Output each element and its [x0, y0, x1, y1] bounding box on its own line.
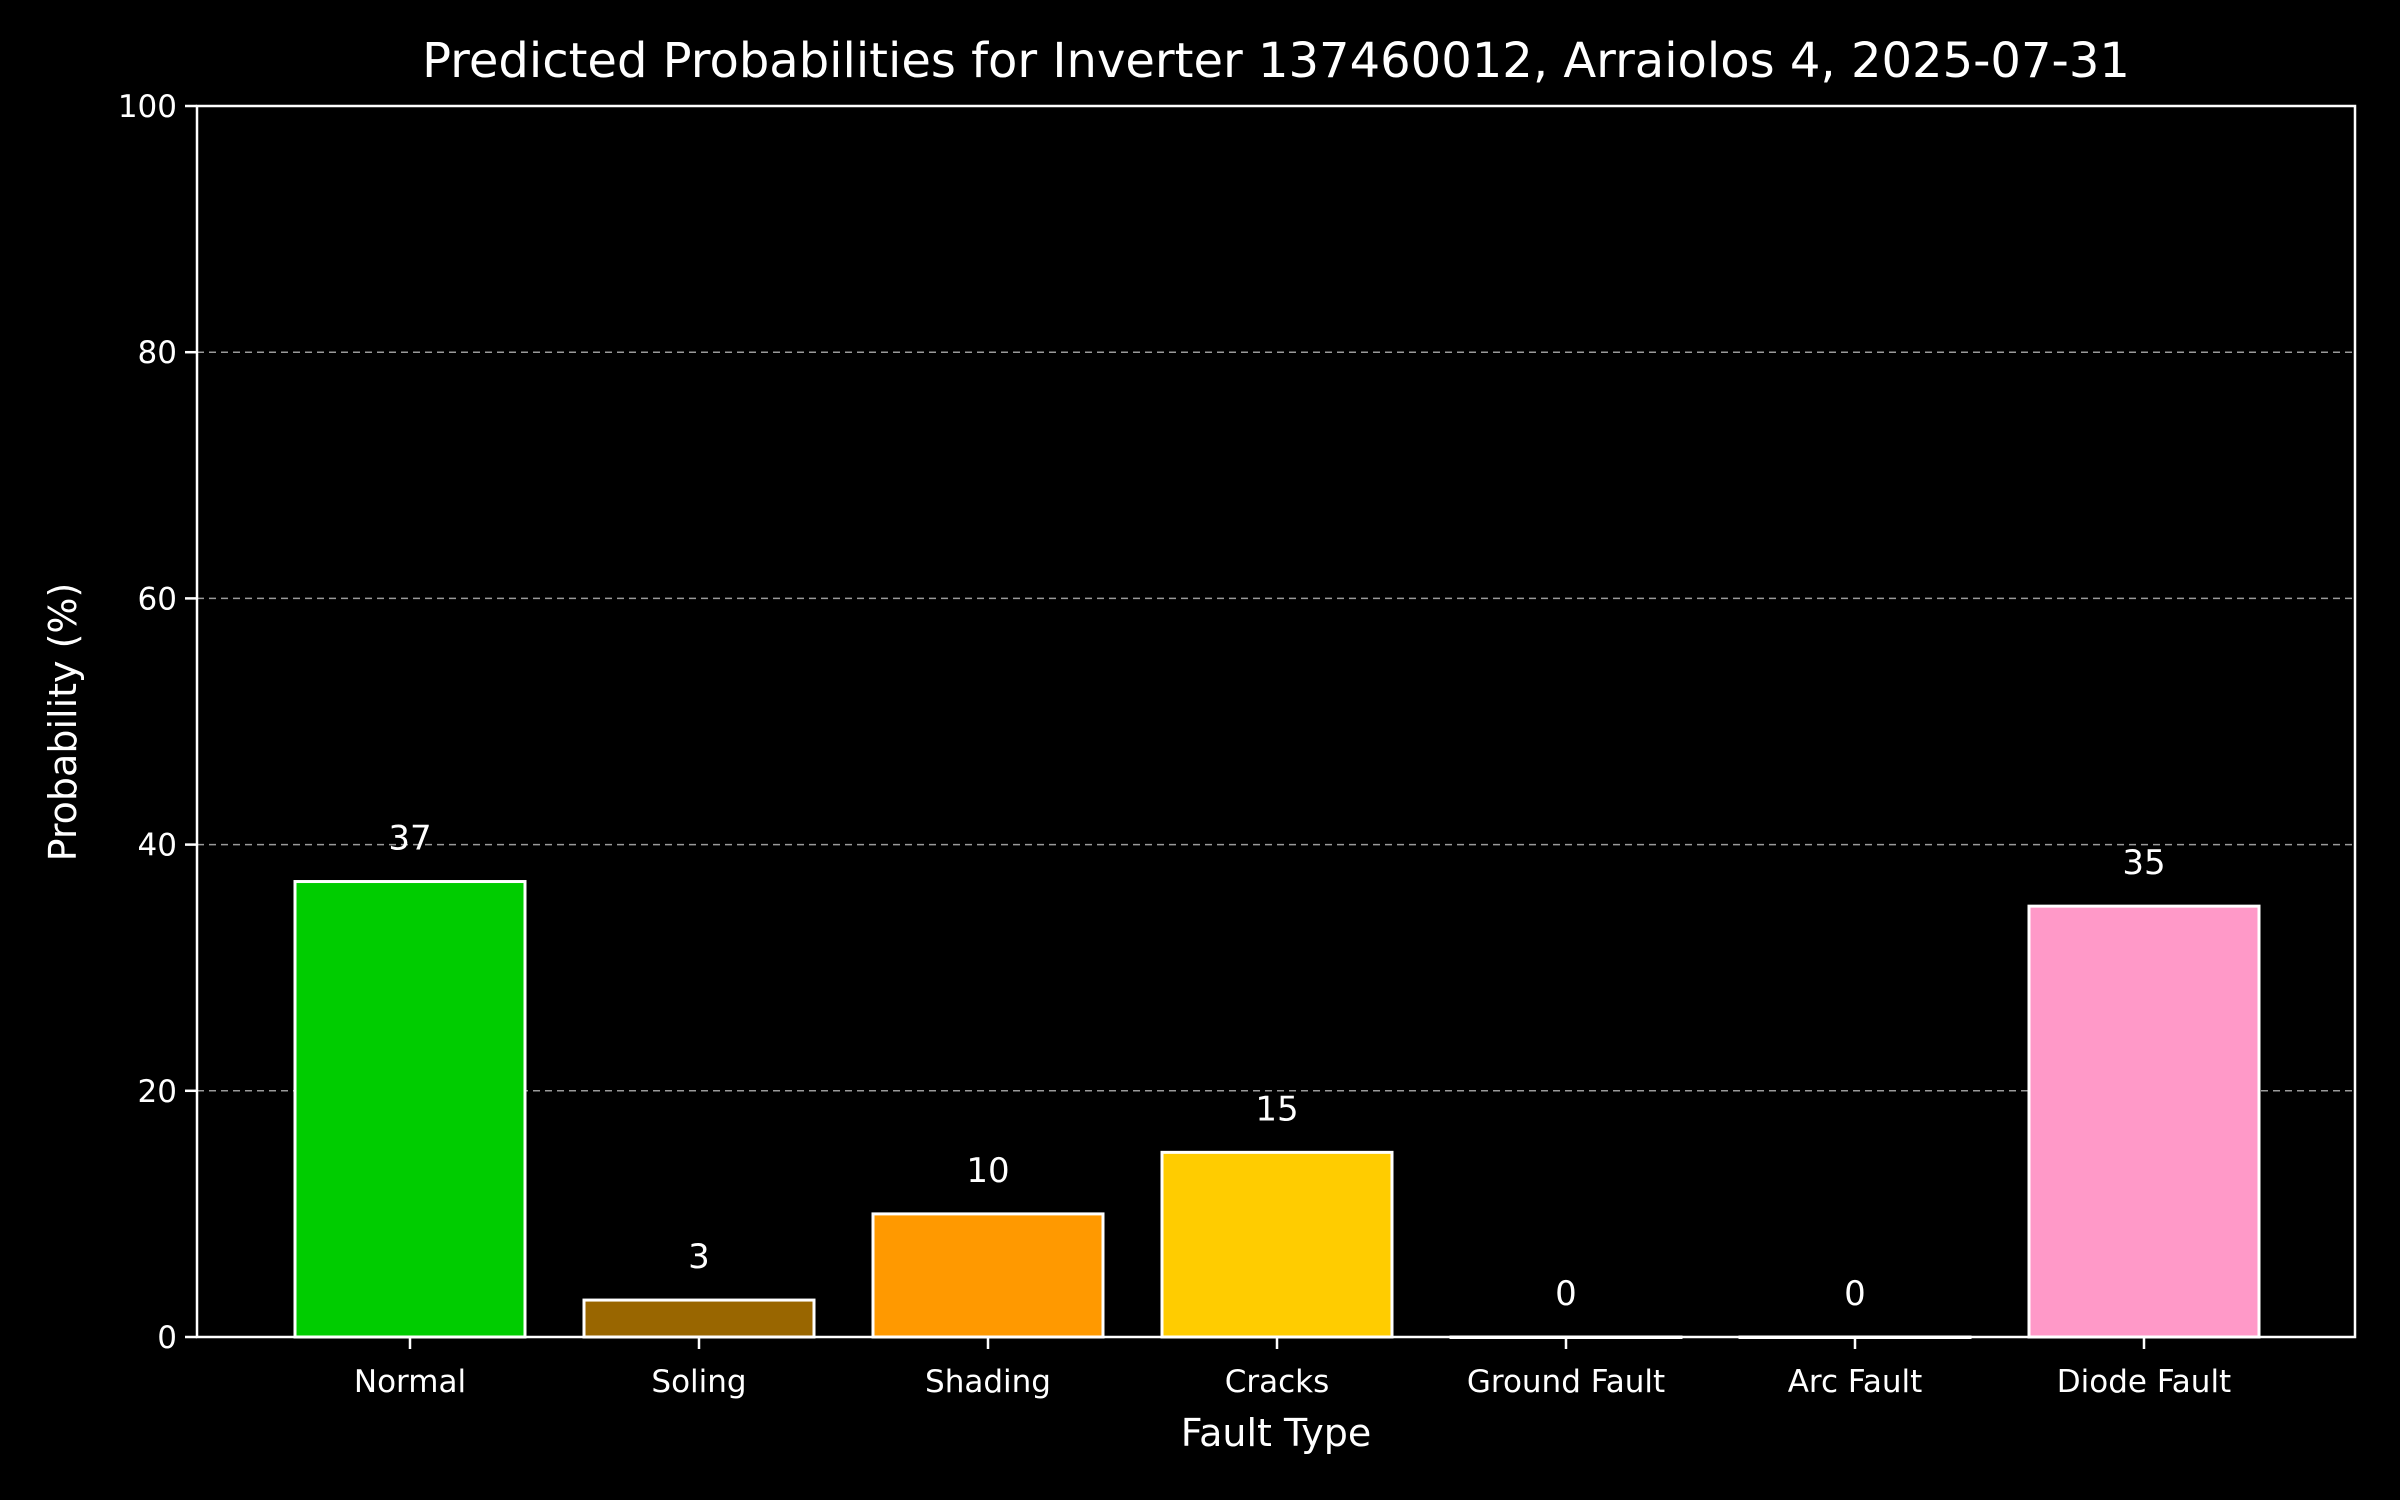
x-tick-label: Soling	[651, 1364, 746, 1400]
y-tick-label: 40	[138, 828, 177, 864]
data-label: 15	[1255, 1089, 1298, 1129]
data-label: 3	[688, 1237, 710, 1277]
data-label: 0	[1844, 1274, 1866, 1314]
y-tick-label: 80	[138, 335, 177, 371]
data-label: 37	[388, 819, 431, 859]
bars	[293, 880, 2261, 1339]
bar-normal	[293, 880, 527, 1339]
bar-diode-fault	[2027, 904, 2261, 1339]
y-tick-label: 100	[118, 89, 177, 125]
data-labels: 37 3 10 15 0 0 35	[388, 819, 2165, 1314]
data-label: 10	[966, 1151, 1009, 1191]
x-axis-label: Fault Type	[1181, 1411, 1372, 1455]
x-tick-label: Shading	[925, 1364, 1051, 1400]
y-tick-label: 60	[138, 581, 177, 617]
x-tick-label: Cracks	[1225, 1364, 1330, 1400]
y-tick-label: 0	[157, 1320, 177, 1356]
data-label: 0	[1555, 1274, 1577, 1314]
x-tick-label: Normal	[354, 1364, 466, 1400]
x-tick-label: Diode Fault	[2057, 1364, 2231, 1400]
bar-cracks	[1160, 1150, 1394, 1339]
bar-soling	[582, 1298, 816, 1339]
x-tick-label: Ground Fault	[1467, 1364, 1665, 1400]
y-axis-label: Probability (%)	[41, 583, 85, 862]
y-axis-ticks: 0 20 40 60 80 100	[118, 89, 197, 1356]
x-tick-label: Arc Fault	[1788, 1364, 1923, 1400]
y-tick-label: 20	[138, 1074, 177, 1110]
bar-shading	[871, 1212, 1105, 1339]
chart-title: Predicted Probabilities for Inverter 137…	[422, 33, 2130, 89]
x-axis-ticks: Normal Soling Shading Cracks Ground Fault Arc…	[354, 1337, 2231, 1400]
data-label: 35	[2122, 843, 2165, 883]
